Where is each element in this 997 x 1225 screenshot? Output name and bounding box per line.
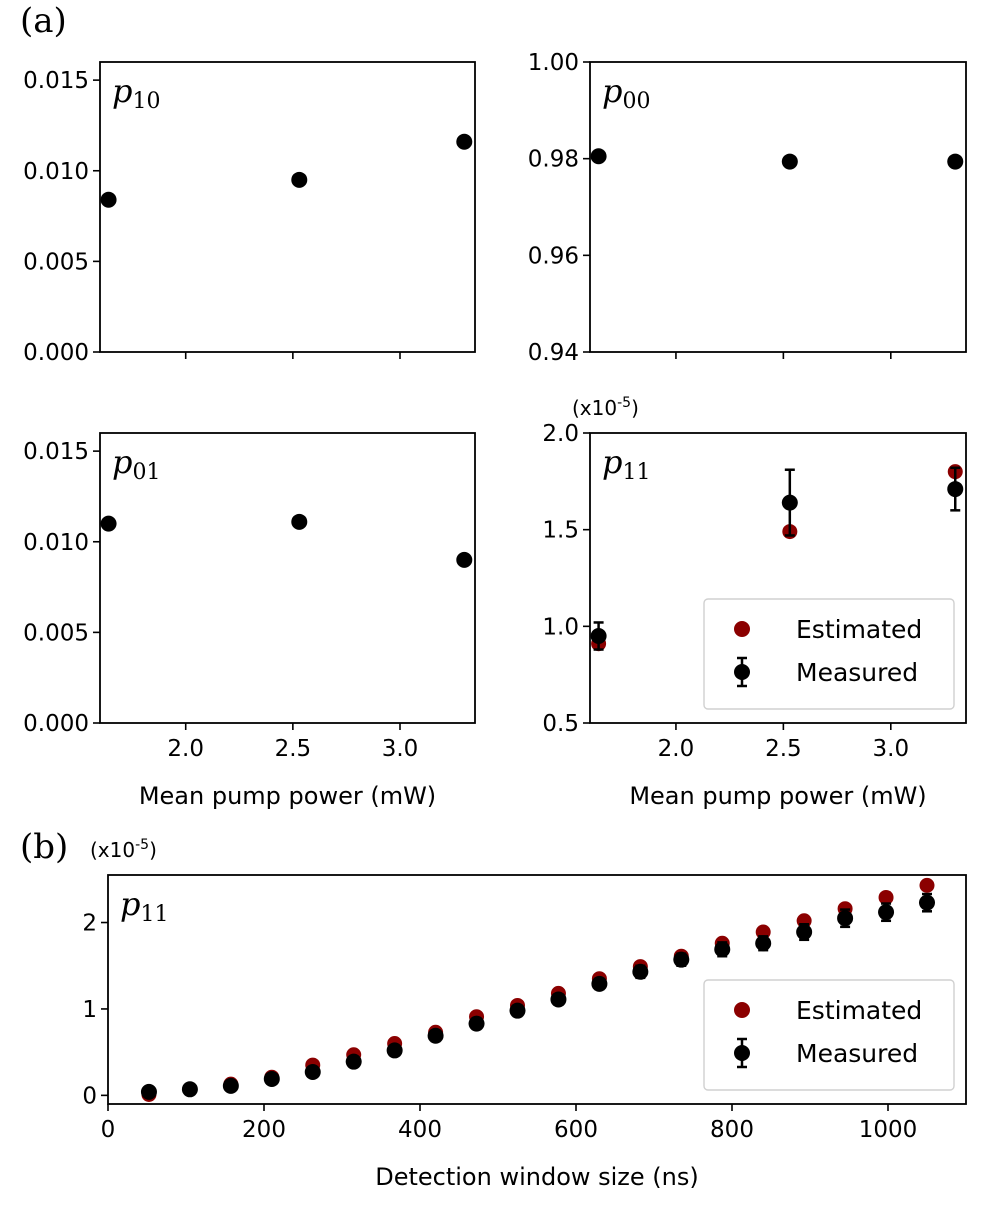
y-tick-label: 0.010 [23, 530, 89, 556]
y-tick-label: 0.94 [528, 340, 579, 366]
axes-frame [589, 61, 967, 353]
chart-1: 0.000 0.005 0.010 0.015 p10 [23, 61, 476, 366]
x-tick-label: 200 [242, 1117, 286, 1143]
panel-label-b: (b) [20, 827, 68, 867]
chart-5: 0 1 2 0 200 400 600 800 1000 Detection window siz… [82, 837, 967, 1191]
x-axis-label: Detection window size (ns) [375, 1163, 699, 1191]
axes-frame [589, 432, 967, 724]
chart-4: 0.5 1.0 1.5 2.0 2.0 2.5 3.0 Mean pump power (mW… [542, 395, 967, 810]
series-math-label: p11 [120, 885, 168, 927]
measured-point [386, 1042, 403, 1059]
measured-point [222, 1077, 239, 1094]
x-tick-label: 400 [398, 1117, 442, 1143]
chart-3: 0.000 0.005 0.010 0.015 2.0 2.5 3.0 Mean pump p… [23, 432, 476, 810]
y-multiplier: (x10-5) [572, 395, 639, 420]
measured-point [456, 133, 473, 150]
x-tick-label: 600 [554, 1117, 598, 1143]
y-tick-label: 1.0 [542, 614, 579, 640]
y-tick-label: 0.005 [23, 249, 89, 275]
x-axis-label: Mean pump power (mW) [629, 782, 926, 810]
measured-point [781, 153, 798, 170]
measured-point [947, 153, 964, 170]
y-tick-label: 1.5 [542, 518, 579, 544]
y-tick-label: 0.010 [23, 159, 89, 185]
measured-point [632, 963, 649, 980]
measured-point [291, 171, 308, 188]
legend-marker [734, 621, 750, 637]
y-tick-label: 0.000 [23, 340, 89, 366]
chart-2: 0.94 0.96 0.98 1.00 p00 [528, 50, 967, 366]
measured-point [714, 941, 731, 958]
axes-frame [99, 432, 476, 724]
y-tick-label: 2.0 [542, 421, 579, 447]
measured-point [878, 904, 895, 921]
y-tick-label: 0.98 [528, 147, 579, 173]
estimated-point [878, 889, 894, 905]
legend-box [703, 598, 955, 710]
y-tick-label: 0.5 [542, 711, 579, 737]
y-tick-label: 1 [82, 997, 97, 1023]
x-tick-label: 2.5 [765, 736, 802, 762]
x-tick-label: 3.0 [873, 736, 910, 762]
y-tick-label: 1.00 [528, 50, 579, 76]
series-math-label: p10 [112, 72, 160, 114]
measured-point [291, 513, 308, 530]
measured-point [140, 1083, 157, 1100]
measured-point [468, 1015, 485, 1032]
y-tick-label: 0.005 [23, 620, 89, 646]
x-tick-label: 2.0 [167, 736, 204, 762]
measured-point [263, 1070, 280, 1087]
legend-marker [734, 664, 750, 680]
y-tick-label: 0.015 [23, 439, 89, 465]
measured-point [181, 1081, 198, 1098]
legend-marker [734, 1045, 750, 1061]
measured-point [590, 628, 607, 644]
axes-frame [107, 874, 967, 1105]
y-tick-label: 0 [82, 1083, 97, 1109]
measured-point [673, 951, 690, 968]
panel-label-a: (a) [20, 1, 67, 41]
y-multiplier: (x10-5) [90, 837, 157, 862]
axes-frame [99, 61, 476, 353]
measured-point [919, 894, 935, 911]
measured-point [345, 1053, 362, 1070]
y-tick-label: 0.015 [23, 68, 89, 94]
measured-point [590, 148, 607, 165]
legend-box [703, 979, 955, 1091]
x-tick-label: 0 [101, 1117, 116, 1143]
measured-point [427, 1027, 444, 1044]
x-tick-label: 3.0 [382, 736, 419, 762]
legend-label: Estimated [796, 615, 922, 644]
estimated-point [919, 877, 935, 893]
legend-label: Measured [796, 658, 918, 687]
legend-label: Estimated [796, 996, 922, 1025]
measured-point [591, 975, 608, 992]
measured-point [304, 1064, 321, 1081]
measured-point [456, 551, 473, 568]
measured-point [100, 515, 117, 532]
y-tick-label: 0.96 [528, 243, 579, 269]
measured-point [509, 1002, 526, 1019]
measured-point [837, 910, 854, 927]
legend-marker [734, 1002, 750, 1018]
x-tick-label: 800 [710, 1117, 754, 1143]
y-tick-label: 2 [82, 911, 97, 937]
measured-point [947, 481, 964, 498]
series-math-label: p01 [112, 443, 160, 485]
x-tick-label: 2.5 [275, 736, 312, 762]
x-tick-label: 2.0 [658, 736, 695, 762]
measured-point [550, 991, 567, 1008]
measured-point [100, 191, 117, 208]
series-math-label: p00 [602, 72, 650, 114]
x-tick-label: 1000 [859, 1117, 918, 1143]
y-tick-label: 0.000 [23, 711, 89, 737]
series-math-label: p11 [602, 443, 650, 485]
measured-point [755, 935, 772, 952]
measured-point [781, 494, 798, 511]
x-axis-label: Mean pump power (mW) [139, 782, 436, 810]
measured-point [796, 924, 813, 941]
legend-label: Measured [796, 1039, 918, 1068]
